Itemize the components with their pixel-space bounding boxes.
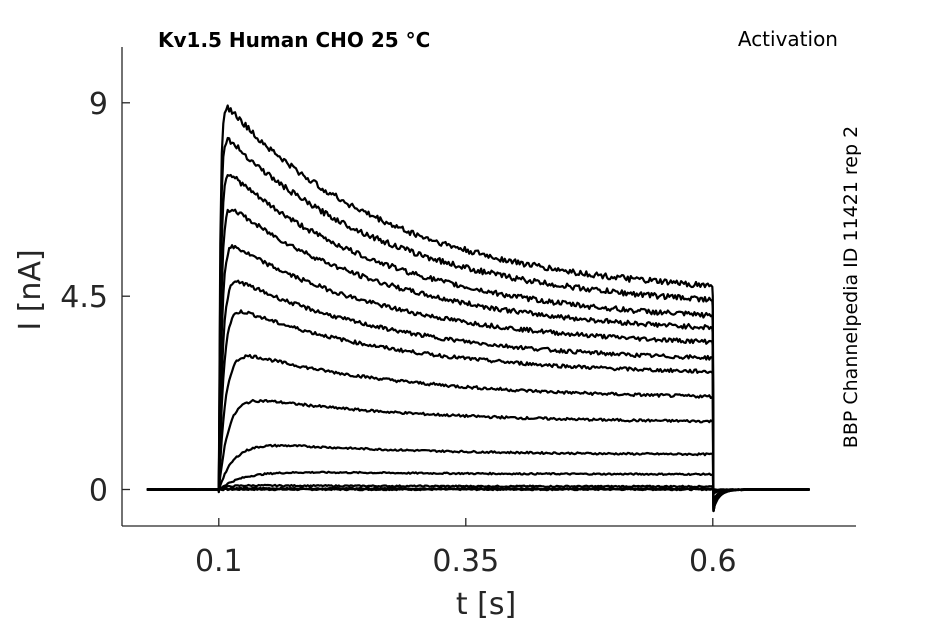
protocol-label: Activation <box>738 27 838 51</box>
x-tick-label-1: 0.1 <box>195 544 243 579</box>
x-tick-label-3: 0.6 <box>689 544 737 579</box>
current-trace-8 <box>146 309 810 510</box>
x-axis-label: t [s] <box>456 587 516 622</box>
y-tick-label-3: 9 <box>89 87 108 122</box>
current-trace-6 <box>146 398 810 508</box>
y-tick-label-2: 4.5 <box>60 280 108 315</box>
current-trace-3 <box>146 483 810 495</box>
current-trace-5 <box>146 443 810 506</box>
current-trace-12 <box>146 173 810 513</box>
source-id-label: BBP Channelpedia ID 11421 rep 2 <box>840 126 862 448</box>
current-trace-14 <box>147 104 810 513</box>
x-tick-label-2: 0.35 <box>432 544 499 579</box>
chart-title: Kv1.5 Human CHO 25 °C <box>158 28 430 52</box>
y-axis-label: I [nA] <box>13 249 48 330</box>
current-trace-7 <box>146 354 810 509</box>
current-trace-2 <box>146 486 810 493</box>
current-trace-9 <box>146 279 810 511</box>
axes: 0.1 0.35 0.6 0 4.5 9 <box>60 47 856 579</box>
y-tick-label-1: 0 <box>89 474 108 509</box>
current-trace-11 <box>146 208 810 513</box>
current-traces <box>146 104 810 513</box>
current-trace-4 <box>146 470 810 502</box>
current-trace-13 <box>146 136 810 513</box>
current-trace-10 <box>146 244 810 512</box>
